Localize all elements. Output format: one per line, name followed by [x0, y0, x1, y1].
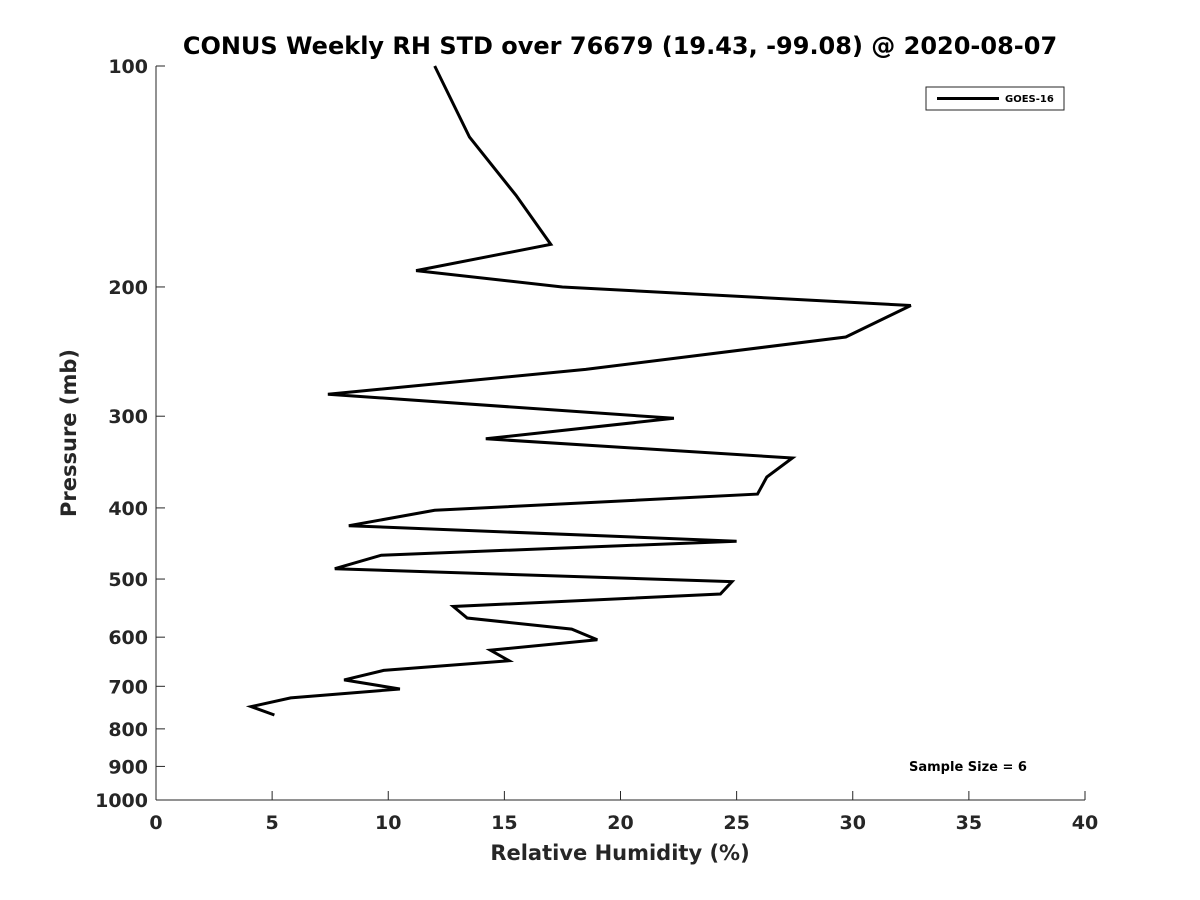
x-tick-label: 25 [723, 812, 749, 834]
x-tick-label: 0 [149, 812, 162, 834]
x-axis-label: Relative Humidity (%) [490, 841, 749, 865]
chart-title: CONUS Weekly RH STD over 76679 (19.43, -… [183, 32, 1057, 60]
y-tick-label: 500 [108, 569, 148, 591]
x-tick-label: 40 [1072, 812, 1098, 834]
y-tick-label: 200 [108, 277, 148, 299]
y-tick-label: 1000 [95, 790, 148, 812]
y-tick-label: 100 [108, 56, 148, 78]
y-ticks: 100 200 300 400 500 600 700 800 900 1000 [95, 56, 165, 812]
x-tick-label: 30 [840, 812, 866, 834]
x-tick-label: 35 [956, 812, 982, 834]
legend: GOES-16 [925, 86, 1065, 111]
legend-label-goes-16: GOES-16 [1005, 94, 1054, 105]
x-tick-label: 5 [266, 812, 279, 834]
series-layer [245, 65, 912, 717]
x-tick-label: 20 [607, 812, 633, 834]
axes-frame [155, 66, 1085, 801]
series-line-goes-16 [245, 65, 912, 717]
y-tick-label: 600 [108, 627, 148, 649]
y-tick-label: 700 [108, 676, 148, 698]
x-tick-label: 15 [491, 812, 517, 834]
y-tick-label: 400 [108, 498, 148, 520]
y-tick-label: 800 [108, 719, 148, 741]
y-axis-label: Pressure (mb) [57, 349, 81, 517]
x-ticks: 0 5 10 15 20 25 30 35 40 [149, 791, 1098, 834]
y-tick-label: 900 [108, 756, 148, 778]
y-tick-label: 300 [108, 406, 148, 428]
sample-size-annotation: Sample Size = 6 [909, 760, 1027, 775]
x-tick-label: 10 [375, 812, 401, 834]
